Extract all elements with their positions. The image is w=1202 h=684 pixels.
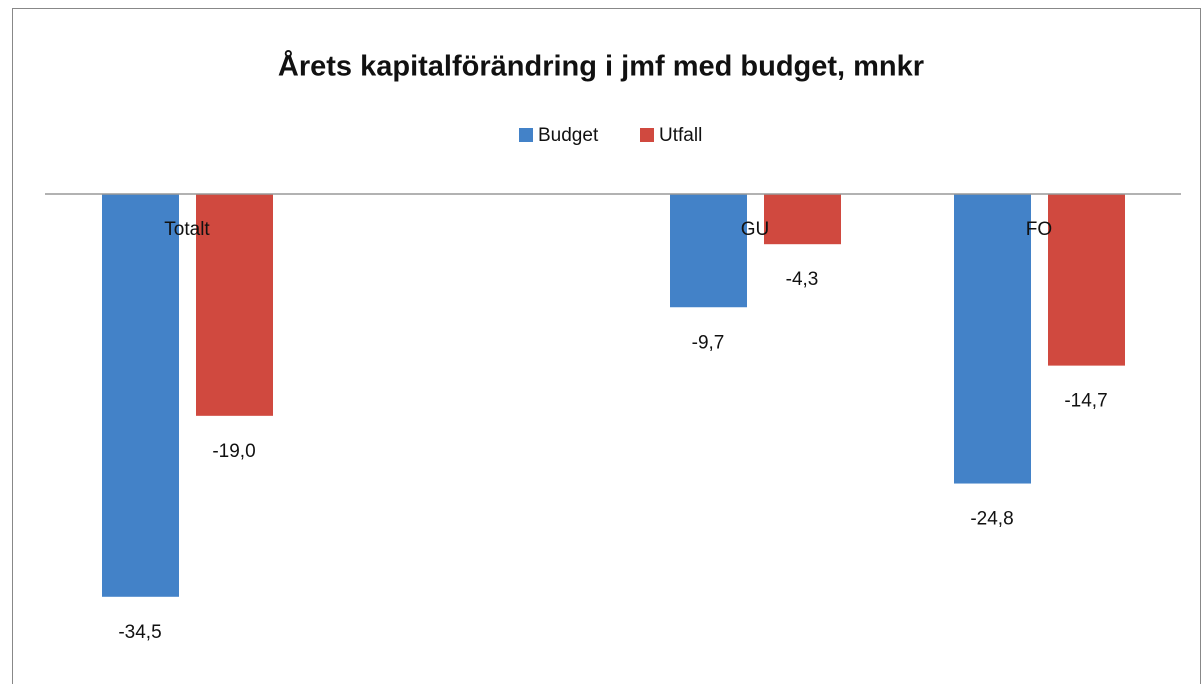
- bar: [196, 194, 273, 416]
- chart-frame: [12, 8, 1201, 684]
- category-label: GU: [741, 219, 770, 240]
- value-label: -4,3: [786, 269, 819, 290]
- value-label: -19,0: [212, 441, 255, 462]
- value-label: -34,5: [118, 622, 161, 643]
- category-label: FO: [1026, 219, 1052, 240]
- category-label: Totalt: [164, 219, 210, 240]
- legend-swatch: [519, 128, 533, 142]
- value-label: -14,7: [1064, 391, 1107, 412]
- bar: [1048, 194, 1125, 366]
- bar: [670, 194, 747, 308]
- bar: [764, 194, 841, 245]
- legend-label: Budget: [538, 125, 599, 146]
- chart-title: Årets kapitalförändring i jmf med budget…: [278, 50, 924, 83]
- bar: [954, 194, 1031, 484]
- value-label: -9,7: [692, 332, 725, 353]
- bar: [102, 194, 179, 597]
- legend-label: Utfall: [659, 125, 702, 146]
- legend-swatch: [640, 128, 654, 142]
- value-label: -24,8: [970, 509, 1013, 530]
